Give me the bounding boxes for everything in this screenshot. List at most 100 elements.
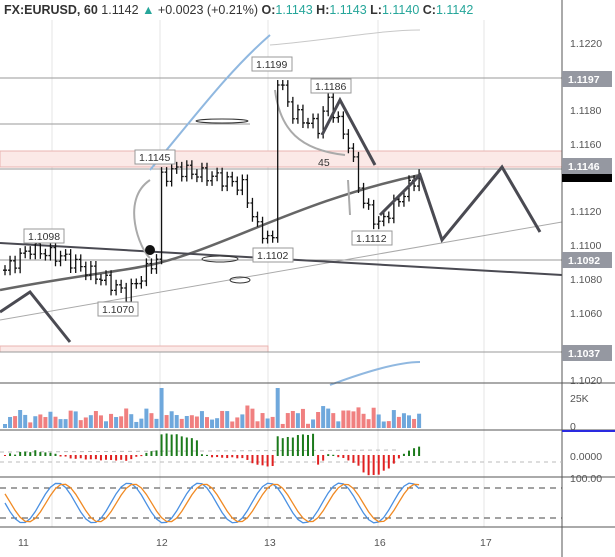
osc-bar — [84, 455, 87, 460]
projection-pattern[interactable] — [0, 96, 542, 343]
volume-bar — [412, 418, 417, 428]
svg-text:1.1112: 1.1112 — [356, 233, 387, 245]
osc-bar — [155, 450, 158, 456]
osc-bar — [246, 455, 249, 460]
ohlc-bar — [3, 265, 7, 276]
svg-text:1.1197: 1.1197 — [568, 74, 600, 86]
osc-bar — [301, 434, 304, 456]
volume-bar — [149, 413, 154, 428]
ohlc-bar — [114, 279, 119, 296]
volume-bar — [331, 413, 336, 428]
osc-bar — [115, 455, 118, 461]
price-bars — [3, 79, 422, 308]
low-value: 1.1140 — [381, 3, 420, 17]
volume-bar — [78, 420, 83, 428]
osc-bar — [165, 433, 168, 456]
svg-text:1.1180: 1.1180 — [570, 105, 601, 117]
osc-bar — [256, 455, 259, 465]
osc-bar — [236, 455, 239, 459]
volume-bar — [139, 418, 144, 428]
volume-bar — [290, 410, 295, 428]
svg-text:0: 0 — [570, 421, 576, 433]
symbol-title[interactable]: FX:EURUSD, 60 — [4, 3, 98, 17]
volume-bar — [194, 416, 199, 428]
osc-bar — [251, 455, 254, 464]
volume-bar — [300, 408, 305, 428]
ohlc-bar — [83, 261, 88, 281]
osc-bar — [59, 455, 62, 457]
volume-bar — [53, 416, 58, 428]
osc-bar — [190, 438, 193, 456]
ellipse-marker[interactable] — [201, 255, 239, 263]
volume-bar — [230, 421, 235, 428]
horizontal-levels[interactable] — [0, 77, 562, 353]
osc-bar — [221, 455, 224, 458]
osc-bar — [110, 455, 113, 460]
svg-text:12: 12 — [156, 537, 168, 549]
price-annotations: 1.1098 1.1070 1.1145 1.1102 1.1199 1.118… — [23, 56, 393, 317]
ohlc-bar — [300, 104, 305, 128]
ohlc-bar — [63, 249, 68, 261]
osc-bar — [362, 455, 365, 473]
anchor-point[interactable] — [145, 245, 155, 255]
volume-bar — [83, 417, 88, 428]
ohlc-bar — [235, 176, 240, 196]
svg-text:1.1186: 1.1186 — [315, 81, 346, 93]
svg-text:1.1102: 1.1102 — [257, 250, 288, 262]
volume-bar — [401, 413, 406, 428]
ohlc-bar — [240, 174, 245, 196]
ohlc-bar — [154, 254, 159, 274]
osc-bar — [337, 455, 340, 458]
volume-bar — [169, 411, 174, 428]
osc-bar — [4, 455, 6, 456]
price-axis[interactable]: 1.1220 1.1180 1.1160 1.1120 1.1100 1.108… — [562, 38, 612, 485]
ohlc-bar — [376, 216, 381, 230]
volume-bar — [73, 411, 78, 428]
resistance-zone[interactable] — [0, 150, 563, 168]
close-value: 1.1142 — [435, 3, 474, 17]
ohlc-bar — [275, 79, 280, 243]
osc-bar — [29, 452, 32, 456]
osc-bar — [357, 455, 360, 466]
volume-bar — [205, 417, 209, 428]
ellipse-marker[interactable] — [229, 276, 251, 284]
osc-level — [0, 449, 401, 453]
svg-text:1.1020: 1.1020 — [570, 375, 602, 387]
time-axis[interactable]: 11 12 13 16 17 — [18, 537, 492, 549]
osc-bar — [180, 436, 183, 456]
ohlc-bar — [174, 161, 179, 174]
osc-bar — [130, 455, 133, 460]
osc-bar — [9, 453, 12, 456]
volume-bars — [3, 388, 422, 428]
volume-bar — [164, 415, 169, 428]
osc-bar — [387, 455, 390, 469]
ohlc-bar — [179, 161, 184, 182]
osc-bar — [34, 450, 37, 456]
osc-bar — [99, 455, 102, 461]
support-zone[interactable] — [0, 345, 269, 353]
osc-bar — [332, 454, 335, 456]
ohlc-bar — [48, 242, 53, 261]
ohlc-bar — [381, 211, 386, 227]
trend-line[interactable] — [0, 221, 563, 321]
osc-bar — [413, 448, 416, 456]
osc-bar — [352, 455, 355, 463]
volume-bar — [265, 418, 270, 428]
volume-bar — [351, 411, 356, 428]
osc-bar — [342, 455, 345, 458]
ohlc-bar — [119, 279, 124, 294]
osc-bar — [54, 453, 57, 456]
upper-band — [149, 34, 271, 171]
volume-bar — [43, 417, 48, 428]
ohlc-bar — [194, 169, 199, 183]
moving-average — [0, 173, 421, 292]
ohlc-bar — [386, 211, 391, 224]
osc-bar — [24, 451, 27, 456]
ellipse-marker[interactable] — [195, 118, 249, 124]
ohlc-bar — [149, 258, 154, 274]
svg-text:1.1100: 1.1100 — [570, 240, 601, 252]
ohlc-bar — [250, 197, 255, 222]
